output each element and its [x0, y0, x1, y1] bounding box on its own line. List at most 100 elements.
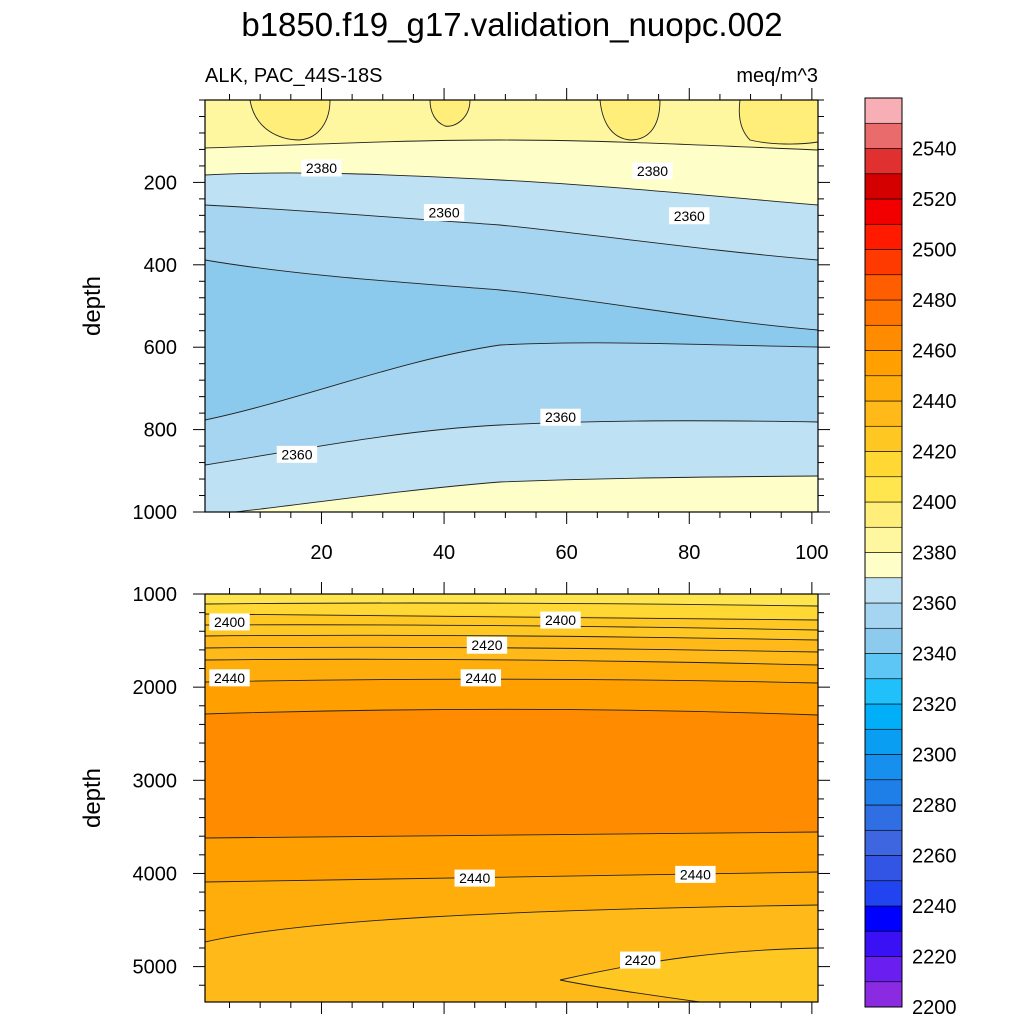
colorbar-swatch [864, 97, 903, 124]
colorbar-label: 2540 [912, 139, 957, 161]
colorbar-swatch [864, 678, 903, 705]
colorbar-swatch [864, 653, 903, 680]
colorbar-swatch [864, 905, 903, 932]
contour-label: 2440 [680, 866, 711, 882]
contour-label-box [276, 445, 318, 463]
colorbar-swatch [864, 855, 903, 882]
contour-line [249, 99, 331, 141]
colorbar-label: 2320 [912, 694, 957, 716]
fill-band-deep-orange [205, 709, 818, 838]
colorbar-swatch [864, 754, 903, 781]
fill-surface-blobs [250, 100, 818, 145]
fill-band-light-yellow [205, 100, 818, 150]
bottom-panel-ticks: 1000 2000 3000 4000 5000 [133, 582, 830, 1014]
top-panel-contours [204, 99, 819, 513]
contour-label-box [460, 669, 502, 687]
colorbar-swatch [864, 552, 903, 579]
colorbar-swatch [864, 956, 903, 983]
y-tick-label: 800 [144, 420, 177, 442]
colorbar-swatch [864, 602, 903, 629]
contour-line [559, 947, 819, 981]
top-panel-ylabel: depth [79, 276, 106, 336]
colorbar-label: 2420 [912, 442, 957, 464]
contour-label: 2420 [471, 637, 502, 653]
contour-label-box [466, 636, 508, 654]
left-string: ALK, PAC_44S-18S [205, 65, 383, 87]
contour-label-box [540, 611, 581, 629]
colorbar-label: 2340 [912, 644, 957, 666]
colorbar-label: 2240 [912, 896, 957, 918]
contour-label: 2400 [214, 614, 245, 630]
contour-label: 2400 [545, 612, 576, 628]
contour-label-box [209, 613, 250, 631]
fill-band-orange-lower [205, 832, 818, 882]
y-tick-label: 1000 [133, 502, 178, 524]
fill-band-orange-upper [205, 679, 818, 715]
colorbar-swatch [864, 148, 903, 175]
bottom-panel-contour-labels: 2400 2400 2420 2440 2440 2440 2440 2420 [209, 611, 716, 969]
colorbar-swatch [864, 728, 903, 755]
y-tick-label: 3000 [133, 770, 178, 792]
colorbar-label: 2440 [912, 391, 957, 413]
colorbar-swatch [864, 804, 903, 831]
chart-title: b1850.f19_g17.validation_nuopc.002 [241, 6, 782, 43]
colorbar-swatch [864, 198, 903, 225]
top-panel-frame [204, 99, 819, 513]
contour-line [204, 904, 819, 943]
colorbar: 2200 2220 2240 2260 2280 2300 2320 2340 2360 2380… [864, 97, 957, 1019]
colorbar-swatch [864, 930, 903, 957]
x-tick-label: 100 [795, 542, 828, 564]
fill-band-cream-bottom [235, 476, 818, 512]
contour-line [204, 708, 819, 716]
colorbar-swatch [864, 122, 903, 149]
contour-line [204, 259, 819, 331]
contour-label-box [301, 159, 342, 177]
colorbar-swatch [864, 324, 903, 351]
colorbar-swatch [864, 779, 903, 806]
contour-line [204, 602, 819, 607]
contour-line [738, 99, 819, 145]
x-tick-label: 20 [310, 542, 332, 564]
colorbar-swatch [864, 451, 903, 478]
colorbar-swatch [864, 880, 903, 907]
colorbar-swatch [864, 703, 903, 730]
colorbar-label: 2200 [912, 997, 957, 1019]
colorbar-label: 2360 [912, 593, 957, 615]
contour-line [204, 634, 819, 641]
contour-line [204, 139, 819, 151]
colorbar-swatch [864, 173, 903, 200]
colorbar-label: 2500 [912, 240, 957, 262]
contour-label-box [540, 408, 581, 426]
contour-line [204, 678, 819, 684]
contour-label-box [620, 951, 661, 969]
contour-label: 2420 [625, 952, 656, 968]
colorbar-swatch [864, 223, 903, 250]
y-tick-label: 200 [144, 172, 177, 194]
colorbar-swatch [864, 350, 903, 377]
y-tick-label: 1000 [133, 584, 178, 606]
colorbar-swatch [864, 375, 903, 402]
y-tick-label: 5000 [133, 957, 178, 979]
y-tick-label: 600 [144, 337, 177, 359]
y-tick-label: 400 [144, 255, 177, 277]
colorbar-label: 2380 [912, 543, 957, 565]
contour-label: 2360 [428, 204, 459, 220]
contour-line [204, 172, 819, 206]
contour-label: 2440 [214, 670, 245, 686]
contour-label-box [632, 162, 673, 180]
contour-line [559, 979, 701, 1003]
y-tick-label: 2000 [133, 677, 178, 699]
colorbar-label: 2260 [912, 846, 957, 868]
x-tick-label: 40 [433, 542, 455, 564]
colorbar-label: 2220 [912, 947, 957, 969]
contour-line [234, 475, 819, 513]
contour-label-box [454, 869, 495, 887]
contour-label: 2360 [281, 446, 312, 462]
contour-label: 2380 [306, 160, 337, 176]
colorbar-label: 2300 [912, 745, 957, 767]
contour-label-box [423, 203, 465, 221]
contour-line [599, 99, 661, 141]
